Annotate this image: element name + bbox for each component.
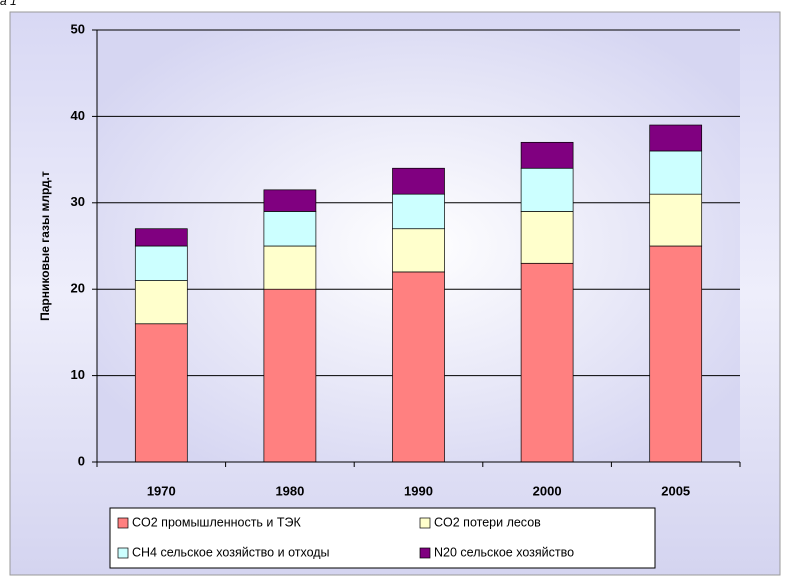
bar-segment <box>649 124 703 152</box>
legend-swatch <box>419 517 431 529</box>
bar-segment <box>134 245 188 281</box>
y-tick-label: 0 <box>78 453 85 468</box>
bar-segment <box>520 211 574 264</box>
bar-segment <box>392 228 445 273</box>
bar-segment <box>392 167 445 195</box>
y-tick-label: 40 <box>71 108 85 123</box>
y-axis-label: Парниковые газы млрд.т <box>38 171 52 321</box>
bar-segment <box>134 323 188 463</box>
bar-segment <box>134 280 188 325</box>
annotation: а 1 <box>0 0 17 8</box>
x-tick-label: 1970 <box>147 483 176 498</box>
bar-segment <box>263 245 317 290</box>
x-tick-label: 2005 <box>661 483 690 498</box>
bar-segment <box>392 271 445 463</box>
bar-segment <box>263 211 317 247</box>
y-tick-label: 50 <box>71 21 85 36</box>
bar-segment <box>649 245 703 463</box>
bar-segment <box>263 189 317 212</box>
bar-segment <box>263 288 317 463</box>
x-tick-label: 1980 <box>275 483 304 498</box>
legend-label: CH4 сельское хозяйство и отходы <box>132 545 330 559</box>
legend-swatch <box>117 517 129 529</box>
legend-label: CO2 потери лесов <box>434 515 541 529</box>
bar-segment <box>392 193 445 230</box>
bar-segment <box>520 167 574 212</box>
legend-swatch <box>117 547 129 559</box>
bar-segment <box>520 262 574 463</box>
legend-label: CO2 промышленность и ТЭК <box>132 515 301 529</box>
legend <box>109 507 656 569</box>
bar-segment <box>134 228 188 247</box>
x-tick-label: 2000 <box>533 483 562 498</box>
bar-segment <box>520 141 574 169</box>
x-tick-label: 1990 <box>404 483 433 498</box>
y-tick-label: 30 <box>71 194 85 209</box>
y-tick-label: 20 <box>71 281 85 296</box>
bar-segment <box>649 193 703 247</box>
legend-swatch <box>419 547 431 559</box>
legend-label: N20 сельское хозяйство <box>434 545 574 559</box>
y-tick-label: 10 <box>71 367 85 382</box>
bar-segment <box>649 150 703 195</box>
